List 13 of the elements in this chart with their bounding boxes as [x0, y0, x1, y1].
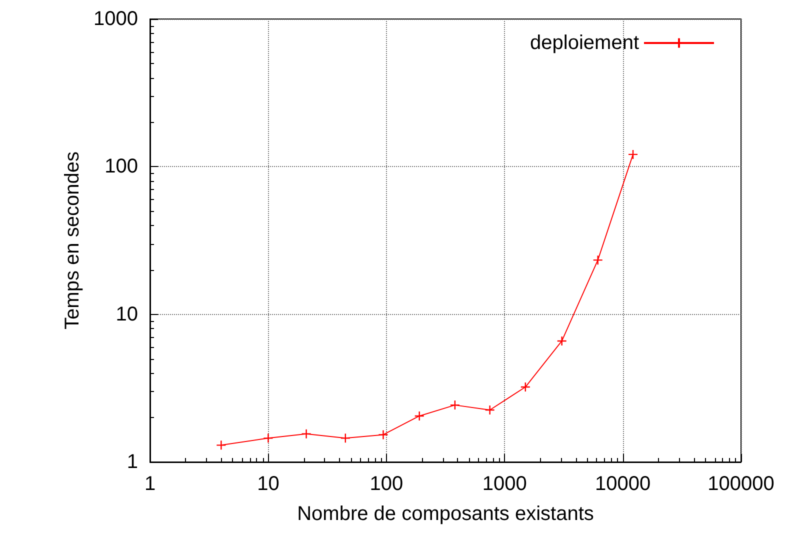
legend-label: deploiement	[530, 32, 640, 54]
x-tick-label: 10000	[594, 473, 651, 495]
y-tick-label: 1000	[94, 8, 138, 30]
y-tick-label: 1	[126, 451, 138, 473]
x-tick-label: 100000	[708, 473, 774, 495]
y-axis-title: Temps en secondes	[62, 152, 84, 330]
y-tick-label: 10	[116, 303, 138, 326]
x-tick-label: 10	[257, 473, 280, 495]
y-tick-label: 100	[104, 156, 138, 178]
x-tick-label: 1000	[482, 473, 527, 495]
x-axis-title: Nombre de composants existants	[297, 503, 594, 525]
x-tick-label: 100	[370, 473, 404, 495]
x-tick-label: 1	[144, 473, 156, 495]
